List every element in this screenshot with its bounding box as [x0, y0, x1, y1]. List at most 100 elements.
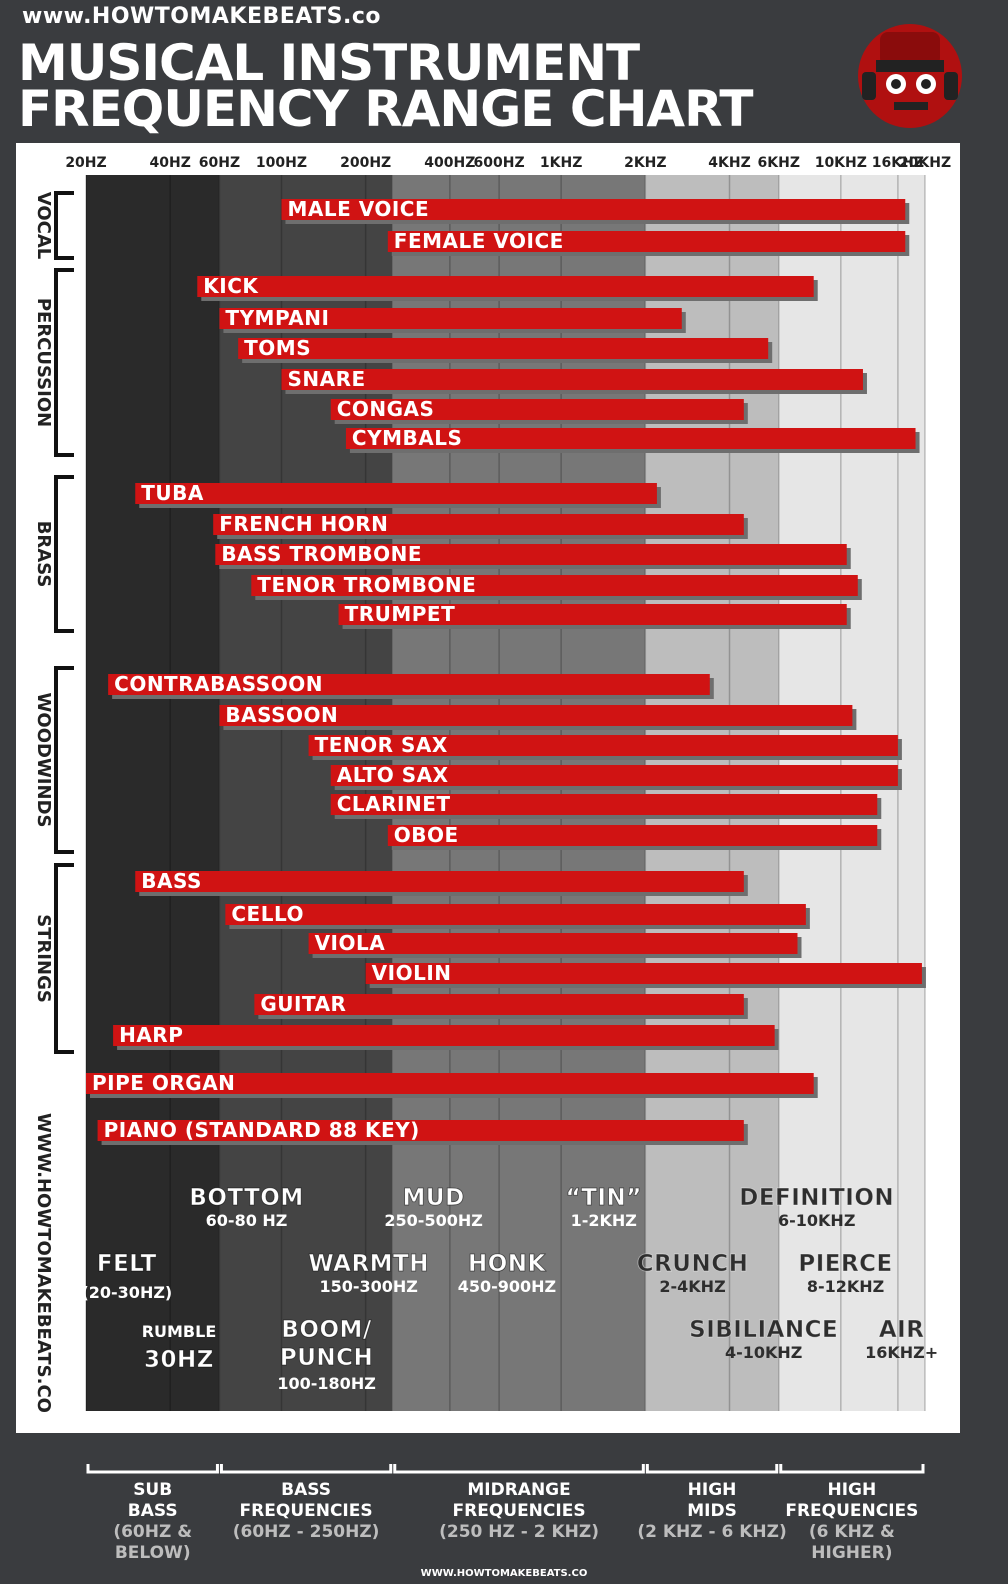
- band-brackets: [86, 1464, 925, 1474]
- title-line-2: FREQUENCY RANGE CHART: [18, 80, 753, 138]
- bar-label: OBOE: [394, 823, 459, 847]
- band-label: HIGH FREQUENCIES (6 KHZ & HIGHER): [772, 1480, 932, 1564]
- tick-label-top: 1KHZ: [540, 155, 582, 171]
- group-bracket: [54, 863, 74, 1054]
- bar: [365, 963, 922, 984]
- bar: [330, 794, 878, 815]
- bar: [238, 338, 769, 359]
- tick-label-top: 2KHZ: [624, 155, 666, 171]
- bar: [387, 231, 906, 252]
- band-bracket: [219, 1464, 393, 1474]
- band-label-line: FREQUENCIES: [452, 1501, 586, 1521]
- annotation-range: 8-12KHZ: [807, 1277, 884, 1296]
- bar-label: PIPE ORGAN: [92, 1071, 235, 1095]
- band-label-line: BASS: [281, 1480, 332, 1500]
- bar: [219, 308, 682, 329]
- annotation-name: AIR: [879, 1317, 925, 1343]
- annotation-range: 450-900HZ: [458, 1277, 556, 1296]
- band-label-line: MIDRANGE: [467, 1480, 571, 1500]
- frequency-chart: 20HZ20HZ40HZ40HZ60HZ60HZ100HZ100HZ200HZ2…: [33, 155, 951, 1413]
- bar-label: TYMPANI: [225, 306, 329, 330]
- annotation-name: BOOM/: [281, 1317, 372, 1343]
- band-label-line: MIDS: [687, 1501, 737, 1521]
- annotation-name: DEFINITION: [739, 1185, 894, 1211]
- bar-label: BASS: [141, 869, 202, 893]
- group-label: VOCAL: [33, 192, 54, 260]
- annotation-range: 6-10KHZ: [778, 1211, 855, 1230]
- annotation-range: 250-500HZ: [384, 1211, 482, 1230]
- title-line-1: MUSICAL INSTRUMENT: [18, 34, 640, 92]
- annotation-range: (20-30HZ): [81, 1283, 172, 1302]
- annotation-name: WARMTH: [308, 1251, 429, 1277]
- annotation-range: 100-180HZ: [277, 1374, 375, 1393]
- tick-label-top: 200HZ: [340, 155, 391, 171]
- band-label-line: FREQUENCIES: [785, 1501, 919, 1521]
- tick-label-top: 400HZ: [424, 155, 475, 171]
- logo-icon: [858, 24, 962, 128]
- footer-site-url[interactable]: WWW.HOWTOMAKEBEATS.CO: [420, 1568, 588, 1579]
- tick-label-top: 4KHZ: [708, 155, 750, 171]
- annotation-range: 2-4KHZ: [659, 1277, 725, 1296]
- band-label-line: HIGH: [827, 1480, 877, 1500]
- bar-label: BASSOON: [225, 703, 338, 727]
- header: www.HOWTOMAKEBEATS.co MUSICAL INSTRUMENT…: [0, 0, 1008, 143]
- tick-label-top: 6KHZ: [758, 155, 800, 171]
- band-bracket: [86, 1464, 219, 1474]
- tick-label-top: 10KHZ: [815, 155, 867, 171]
- band-label-line: (2 KHZ - 6 KHZ): [637, 1522, 787, 1542]
- bar-label: BASS TROMBONE: [221, 542, 422, 566]
- bar: [86, 1073, 814, 1094]
- bar: [308, 735, 898, 756]
- band-label-line: (250 HZ - 2 KHZ): [439, 1522, 599, 1542]
- annotation-name: PIERCE: [798, 1251, 892, 1277]
- group-label: STRINGS: [33, 914, 54, 1003]
- bar: [135, 871, 744, 892]
- annotation-name: BOTTOM: [189, 1185, 303, 1211]
- bar: [281, 199, 906, 220]
- annotation-range: 150-300HZ: [319, 1277, 417, 1296]
- bar: [251, 575, 858, 596]
- bar: [387, 825, 878, 846]
- footer: SUB BASS (60HZ & BELOW) BASS FREQUENCIES (60HZ…: [0, 1460, 1008, 1584]
- bar-label: TRUMPET: [345, 602, 456, 626]
- bar-label: CYMBALS: [352, 426, 462, 450]
- tick-label-top: 100HZ: [256, 155, 307, 171]
- band-label-line: HIGH: [687, 1480, 737, 1500]
- band-bracket: [645, 1464, 779, 1474]
- bar: [281, 369, 863, 390]
- bar: [197, 276, 814, 297]
- tick-label-top: 40HZ: [150, 155, 191, 171]
- bar: [113, 1025, 775, 1046]
- bar-label: TOMS: [244, 336, 311, 360]
- tick-label-top: 20KHZ: [899, 155, 951, 171]
- annotation-name: RUMBLE: [142, 1322, 217, 1341]
- bar-label: CONGAS: [337, 397, 435, 421]
- group-label: WOODWINDS: [33, 693, 54, 828]
- band-label-line: (60HZ &: [113, 1522, 193, 1542]
- bar-label: TUBA: [141, 481, 204, 505]
- bar: [135, 483, 657, 504]
- annotation-range: 30HZ: [144, 1347, 214, 1373]
- tick-label-top: 20HZ: [65, 155, 106, 171]
- annotation-name: HONK: [468, 1251, 547, 1277]
- band-label-line: (60HZ - 250HZ): [232, 1522, 380, 1542]
- bar: [225, 904, 806, 925]
- site-url[interactable]: www.HOWTOMAKEBEATS.co: [22, 4, 381, 29]
- group-label: BRASS: [33, 521, 54, 588]
- bar-label: CONTRABASSOON: [114, 672, 323, 696]
- band-label-line: SUB: [133, 1480, 173, 1500]
- group-bracket: [54, 666, 74, 854]
- bar-label: CLARINET: [337, 792, 451, 816]
- bar-label: ALTO SAX: [337, 763, 449, 787]
- bar: [219, 705, 853, 726]
- bar: [338, 604, 847, 625]
- group-bracket: [54, 268, 74, 457]
- band-bracket: [393, 1464, 645, 1474]
- bar-label: HARP: [119, 1023, 183, 1047]
- band-label: SUB BASS (60HZ & BELOW): [73, 1480, 233, 1564]
- bar-label: FEMALE VOICE: [394, 229, 564, 253]
- band-label: BASS FREQUENCIES (60HZ - 250HZ): [226, 1480, 386, 1543]
- band-label: HIGH MIDS (2 KHZ - 6 KHZ): [632, 1480, 792, 1543]
- annotation-range: 1-2KHZ: [571, 1211, 637, 1230]
- band-label-line: BELOW): [114, 1543, 191, 1563]
